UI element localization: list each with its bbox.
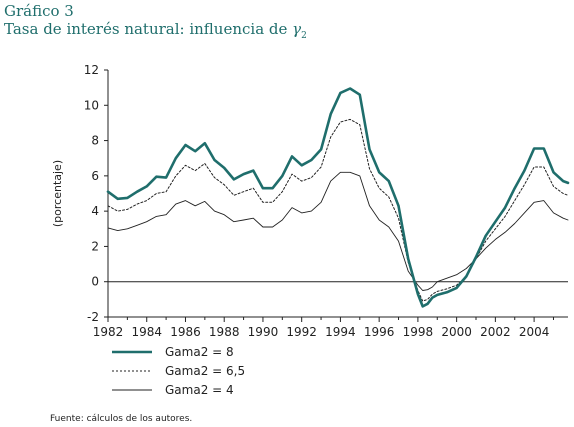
x-tick-label: 1982 <box>93 325 124 339</box>
y-tick-label: 0 <box>91 275 99 289</box>
series-line-thin <box>107 171 569 291</box>
figure-header: Gráfico 3 Tasa de interés natural: influ… <box>4 2 307 45</box>
x-tick-label: 1984 <box>131 325 162 339</box>
x-tick-label: 1998 <box>403 325 434 339</box>
legend-label: Gama2 = 4 <box>165 383 234 397</box>
x-tick-label: 1994 <box>325 325 356 339</box>
x-tick-label: 2000 <box>441 325 472 339</box>
y-tick-label: 6 <box>91 169 99 183</box>
legend-label: Gama2 = 8 <box>165 345 234 359</box>
y-axis-label: (porcentaje) <box>51 160 64 227</box>
chart-axes: -2 0 2 4 6 8 10 12 1982 1984 1986 1988 1990 1992 1994 1… <box>51 63 568 339</box>
x-tick-label: 1990 <box>248 325 279 339</box>
chart-title-text: Tasa de interés natural: influencia de <box>4 20 293 38</box>
series-line-thick <box>106 87 570 308</box>
gamma-symbol: γ <box>292 20 302 38</box>
chart-series-group <box>106 87 570 308</box>
chart-title: Tasa de interés natural: influencia de γ… <box>4 20 307 45</box>
x-tick-label: 2002 <box>480 325 511 339</box>
y-tick-label: -2 <box>87 310 99 324</box>
source-note: Fuente: cálculos de los autores. <box>50 414 193 424</box>
x-tick-label: 1986 <box>170 325 201 339</box>
x-tick-label: 1988 <box>209 325 240 339</box>
series-line-dotted <box>107 118 569 302</box>
figure-number: Gráfico 3 <box>4 2 74 20</box>
legend-label: Gama2 = 6,5 <box>165 364 245 378</box>
y-tick-label: 2 <box>91 239 99 253</box>
y-tick-label: 4 <box>91 204 99 218</box>
y-tick-label: 12 <box>84 63 99 77</box>
x-tick-label: 1992 <box>286 325 317 339</box>
y-tick-label: 10 <box>84 98 99 112</box>
chart-legend: Gama2 = 8 Gama2 = 6,5 Gama2 = 4 <box>112 345 245 397</box>
gamma-subscript: 2 <box>301 31 307 41</box>
y-tick-label: 8 <box>91 134 99 148</box>
x-tick-label: 2004 <box>519 325 550 339</box>
x-tick-label: 1996 <box>364 325 395 339</box>
